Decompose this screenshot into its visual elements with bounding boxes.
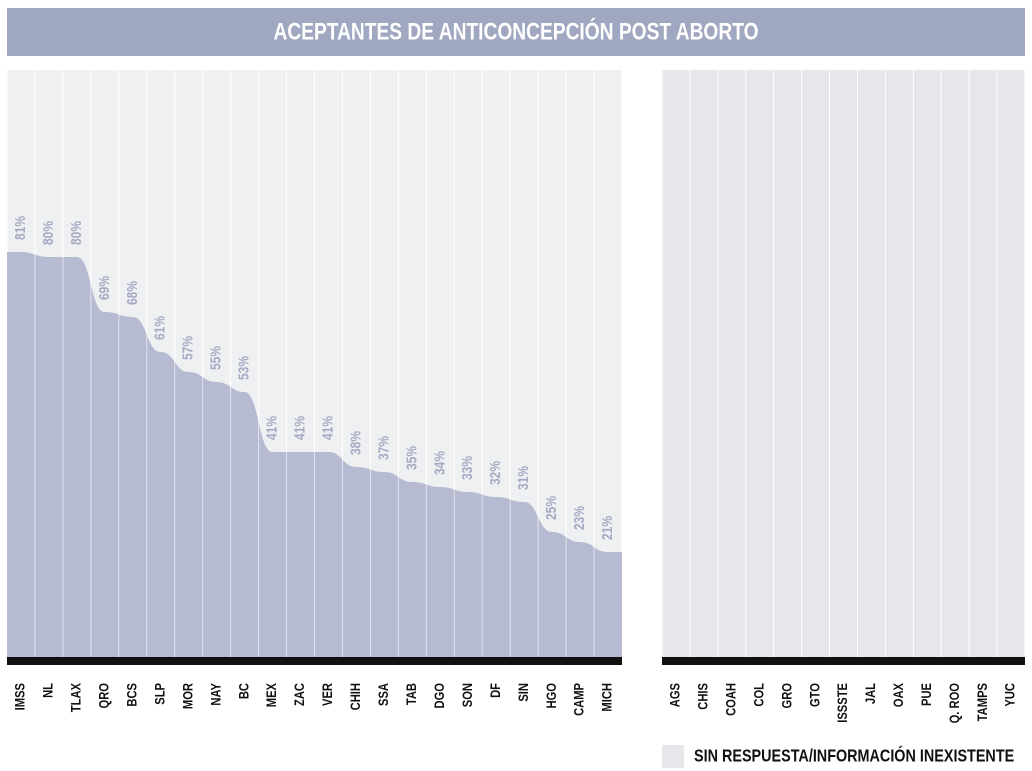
x-tick-label: MICH bbox=[600, 683, 615, 712]
baseline bbox=[7, 657, 622, 665]
x-tick-label: SLP bbox=[152, 683, 167, 705]
no-data-column bbox=[857, 70, 885, 657]
value-label: 41% bbox=[263, 416, 280, 440]
value-label: 21% bbox=[599, 516, 616, 540]
x-tick-label: TAMPS bbox=[975, 683, 990, 721]
title-bar bbox=[7, 8, 1025, 56]
no-data-column bbox=[830, 70, 857, 657]
no-data-column bbox=[997, 70, 1025, 657]
no-data-column bbox=[746, 70, 774, 657]
x-tick-label: YUC bbox=[1003, 683, 1018, 707]
x-tick-label: HGO bbox=[544, 683, 559, 709]
x-tick-label: BC bbox=[236, 683, 251, 699]
value-label: 80% bbox=[40, 221, 57, 245]
x-tick-label: CAMP bbox=[572, 683, 587, 716]
no-data-column bbox=[885, 70, 913, 657]
x-tick-label: SSA bbox=[376, 683, 391, 706]
x-tick-label: PUE bbox=[919, 683, 934, 706]
x-tick-label: VER bbox=[320, 683, 335, 706]
legend-label: SIN RESPUESTA/INFORMACIÓN INEXISTENTE bbox=[694, 745, 1014, 766]
x-tick-label: CHIS bbox=[695, 683, 710, 710]
value-label: 25% bbox=[543, 496, 560, 520]
baseline bbox=[662, 657, 1025, 665]
no-data-column bbox=[913, 70, 941, 657]
value-label: 68% bbox=[124, 281, 141, 305]
x-tick-label: AGS bbox=[668, 683, 683, 707]
value-label: 41% bbox=[291, 416, 308, 440]
x-tick-label: CHIH bbox=[348, 683, 363, 710]
value-label: 23% bbox=[571, 506, 588, 530]
x-tick-label: OAX bbox=[891, 683, 906, 708]
value-label: 33% bbox=[459, 456, 476, 480]
x-tick-label: COAH bbox=[723, 683, 738, 716]
value-label: 57% bbox=[179, 336, 196, 360]
x-tick-label: MEX bbox=[264, 683, 279, 708]
no-data-column bbox=[941, 70, 969, 657]
no-data-column bbox=[774, 70, 802, 657]
x-tick-label: DF bbox=[488, 683, 503, 698]
x-tick-label: GTO bbox=[807, 683, 822, 707]
value-label: 53% bbox=[235, 356, 252, 380]
x-tick-label: IMSS bbox=[13, 683, 28, 710]
value-label: 34% bbox=[431, 451, 448, 475]
x-tick-label: DGO bbox=[432, 683, 447, 709]
x-tick-label: SON bbox=[460, 683, 475, 707]
value-label: 61% bbox=[151, 316, 168, 340]
value-label: 32% bbox=[487, 461, 504, 485]
x-tick-label: MOR bbox=[180, 683, 195, 709]
x-tick-label: TLAX bbox=[68, 683, 83, 713]
value-label: 55% bbox=[207, 346, 224, 370]
value-label: 41% bbox=[319, 416, 336, 440]
x-tick-label: ZAC bbox=[292, 683, 307, 706]
x-tick-label: QRO bbox=[96, 683, 111, 709]
x-tick-label: NAY bbox=[208, 683, 223, 706]
value-label: 35% bbox=[403, 446, 420, 470]
x-tick-label: GRO bbox=[779, 683, 794, 709]
x-tick-label: TAB bbox=[404, 683, 419, 705]
no-data-column bbox=[802, 70, 830, 657]
value-label: 37% bbox=[375, 436, 392, 460]
no-data-column bbox=[718, 70, 746, 657]
x-tick-label: NL bbox=[40, 683, 55, 698]
value-label: 81% bbox=[12, 216, 29, 240]
x-tick-label: SIN bbox=[516, 683, 531, 702]
x-tick-label: BCS bbox=[124, 683, 139, 707]
no-data-column bbox=[662, 70, 690, 657]
no-data-column bbox=[969, 70, 997, 657]
x-tick-label: Q. ROO bbox=[947, 683, 962, 724]
no-data-column bbox=[690, 70, 718, 657]
x-tick-label: JAL bbox=[863, 683, 878, 704]
value-label: 80% bbox=[68, 221, 85, 245]
value-label: 69% bbox=[96, 276, 113, 300]
x-tick-label: COL bbox=[751, 683, 766, 707]
value-label: 38% bbox=[347, 431, 364, 455]
value-label: 31% bbox=[515, 466, 532, 490]
x-tick-label: ISSSTE bbox=[835, 683, 850, 723]
chart-title: ACEPTANTES DE ANTICONCEPCIÓN POST ABORTO bbox=[273, 17, 758, 45]
legend-swatch bbox=[662, 745, 684, 768]
